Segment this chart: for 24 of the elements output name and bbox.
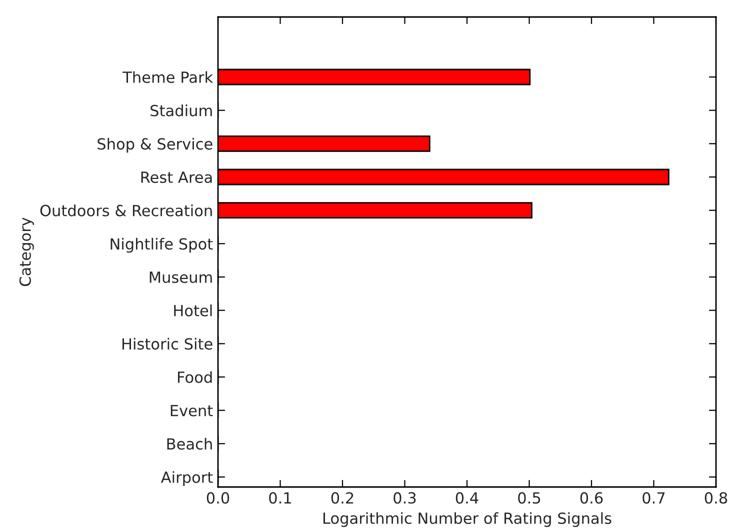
y-tick-label: Rest Area — [141, 172, 212, 184]
x-tick-label: 0.6 — [580, 492, 603, 504]
y-tick-label: Food — [178, 371, 212, 384]
y-tick-label: Event — [170, 405, 213, 416]
x-tick-label: 0.3 — [394, 492, 416, 504]
y-tick-label: Museum — [150, 272, 212, 284]
y-tick-label: Outdoors & Recreation — [40, 204, 212, 216]
y-axis-title: Category — [19, 218, 34, 286]
x-tick-label: 0.2 — [331, 492, 354, 504]
x-tick-label: 0.1 — [269, 492, 291, 504]
x-tick-label: 0.4 — [456, 492, 478, 504]
x-tick-label: 0.7 — [642, 492, 665, 504]
y-tick-label: Historic Site — [122, 338, 212, 350]
y-tick-label: Stadium — [150, 104, 212, 116]
y-tick-label: Beach — [167, 438, 212, 450]
y-tick-label: Hotel — [174, 304, 212, 316]
x-axis-title: Logarithmic Number of Rating Signals — [323, 512, 612, 527]
x-tick-label: 0.8 — [704, 492, 728, 504]
x-tick-label: 0.5 — [518, 492, 540, 504]
x-tick-label: 0.0 — [206, 492, 230, 504]
y-tick-label: Airport — [160, 471, 213, 486]
y-tick-label: Theme Park — [122, 71, 214, 84]
y-tick-label: Shop & Service — [98, 138, 212, 153]
y-tick-label: Nightlife Spot — [110, 238, 213, 253]
